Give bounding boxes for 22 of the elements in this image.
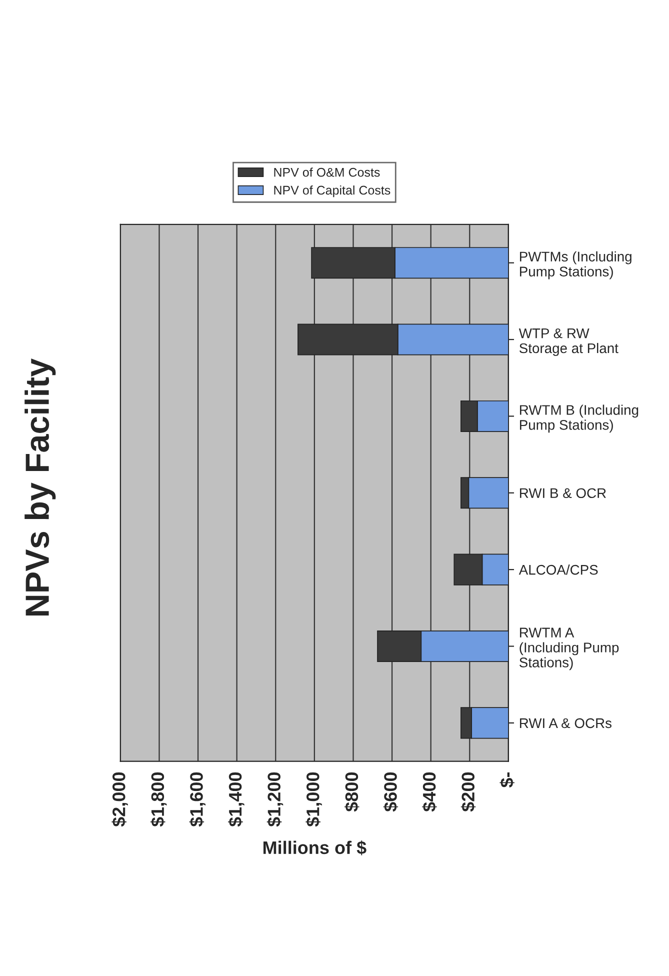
y-tick-label: RWI B & OCR	[520, 488, 606, 498]
x-tick-label: $1,000	[306, 772, 322, 827]
x-tick-label: $2,000	[112, 772, 128, 827]
x-tick-label: $200	[460, 772, 476, 812]
y-tick-label: PWTMs (Including Pump Stations)	[520, 251, 632, 280]
x-tick-label: $800	[344, 772, 360, 812]
y-tick-label: WTP & RW Storage at Plant	[518, 328, 618, 356]
x-tick-label: $-	[500, 772, 514, 788]
legend-label: NPV of Capital Costs	[274, 185, 390, 198]
y-tick-label: RWTM A (Including Pump Stations)	[519, 628, 619, 670]
legend-label: NPV of O&M Costs	[274, 168, 380, 177]
y-tick-label: ALCOA/CPS	[518, 564, 598, 575]
x-tick-label: $400	[422, 772, 437, 812]
x-tick-label: $1,600	[189, 772, 206, 827]
y-tick-label: RWTM B (Including Pump Stations)	[520, 404, 638, 433]
text: NPVs by Facility	[24, 358, 56, 616]
y-tick-label: RWI A & OCRs	[520, 718, 612, 728]
x-tick-label: $1,800	[150, 772, 167, 827]
x-tick-label: $1,200	[266, 772, 284, 827]
x-axis-title: Millions of $	[263, 840, 366, 856]
x-tick-label: $1,400	[228, 772, 244, 827]
x-tick-label: $600	[383, 772, 398, 812]
